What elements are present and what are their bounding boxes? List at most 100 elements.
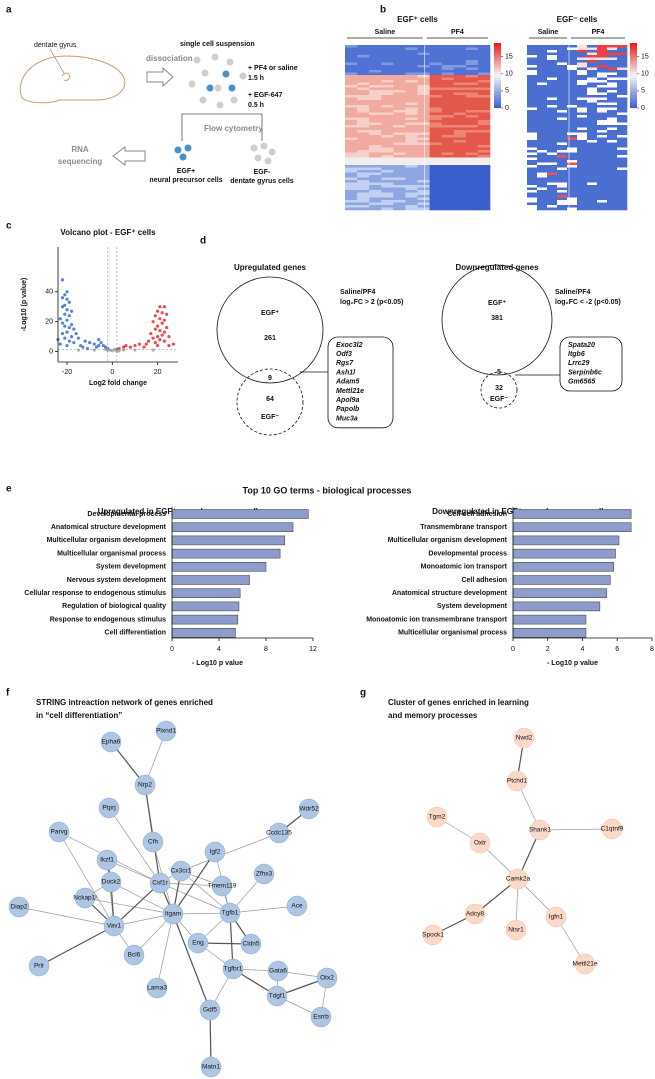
heatmap-cell (465, 95, 479, 98)
heatmap-cell (369, 105, 382, 108)
colorbar-tick-label: 5 (641, 88, 645, 95)
gene: Exoc3l2 (336, 342, 363, 349)
heatmap-cell (417, 112, 430, 116)
heatmap-cell (607, 95, 618, 98)
heatmap-cell (441, 45, 455, 48)
network-node (170, 860, 192, 882)
heatmap-cell (369, 172, 382, 176)
node-label: Igf2 (210, 849, 221, 856)
heatmap-cell (369, 167, 382, 171)
heatmap-cell (381, 160, 394, 163)
heatmap-cell (577, 60, 588, 63)
heatmap-cell (441, 135, 455, 138)
network-node (316, 967, 338, 989)
heatmap-cell (357, 160, 370, 163)
heatmap-cell (527, 97, 538, 101)
heatmap-cell (369, 120, 382, 123)
heatmap-cell (345, 197, 358, 201)
heatmap-cell (429, 107, 442, 111)
heatmap-cell (577, 97, 588, 101)
heatmap-cell (357, 180, 370, 183)
colorbar (630, 43, 637, 108)
heatmap-cell (607, 207, 618, 211)
heatmap-cell (567, 107, 578, 111)
heatmap-cell (441, 192, 455, 196)
heatmap-cell (567, 175, 578, 178)
heatmap-cell (393, 117, 406, 121)
heatmap-cell (441, 60, 455, 63)
heatmap-cell (405, 150, 418, 153)
heatmap-cell (557, 117, 568, 121)
heatmap-cell (441, 170, 455, 173)
heatmap-cell (597, 177, 608, 181)
network-edge (113, 882, 161, 927)
heatmap-cell (441, 202, 455, 206)
bar (512, 562, 615, 572)
heatmap-cell (429, 130, 442, 133)
heatmap-cell (527, 65, 538, 68)
heatmap-cell (577, 137, 588, 141)
heatmap-cell (617, 160, 628, 163)
heatmap-cell (465, 175, 479, 178)
heatmap-cell (567, 130, 578, 133)
heatmap-cell (429, 137, 442, 141)
bar (512, 535, 620, 546)
heatmap-cell (477, 65, 491, 68)
heatmap-cell (345, 90, 358, 93)
heatmap-cell (567, 162, 578, 166)
heatmap-cell (537, 140, 548, 143)
heatmap-cell (417, 207, 430, 211)
heatmap-cell (577, 182, 588, 186)
node-label: Gata6 (269, 968, 287, 975)
heatmap-cell (527, 85, 538, 88)
heatmap-cell (557, 197, 568, 201)
heatmap-cell (393, 182, 406, 186)
heatmap-cell (453, 160, 467, 163)
heatmap-cell (597, 55, 608, 58)
heatmap-cell (587, 160, 598, 163)
heatmap-cell (369, 57, 382, 61)
heatmap-cell (477, 62, 491, 66)
heatmap-cell (393, 135, 406, 138)
heatmap-cell (429, 67, 442, 71)
heatmap-cell (369, 62, 382, 66)
heatmap-cell (587, 175, 598, 178)
heatmap-cell (547, 175, 558, 178)
heatmap-cell (417, 130, 430, 133)
heatmap-cell (557, 62, 568, 66)
heatmap-cell (405, 127, 418, 131)
heatmap-cell (557, 172, 568, 176)
heatmap-cell (547, 140, 558, 143)
heatmap-cell (577, 95, 588, 98)
heatmap-cell (393, 197, 406, 201)
heatmap-cell (393, 67, 406, 71)
point (158, 329, 162, 333)
heatmap-cell (567, 152, 578, 156)
heatmap-cell (405, 162, 418, 166)
heatmap-cell (345, 127, 358, 131)
heatmap-cell (617, 155, 628, 158)
category-label: Response to endogenous stimulus (50, 616, 166, 623)
heatmap-cell (617, 107, 628, 111)
heatmap-cell (597, 95, 608, 98)
heatmap-cell (527, 120, 538, 123)
heatmap-cell (547, 102, 558, 106)
heatmap-cell (381, 142, 394, 146)
heatmap-cell (577, 52, 588, 56)
heatmap-cell (417, 117, 430, 121)
network-edge (110, 881, 174, 915)
heatmap-cell (441, 165, 455, 168)
heatmap-cell (597, 192, 608, 196)
heatmap-cell (417, 102, 430, 106)
y-axis-label: -Log10 (p value) (21, 278, 28, 332)
heatmap-cell (429, 135, 442, 138)
heatmap-cell (381, 202, 394, 206)
network-node (601, 818, 623, 840)
heatmap-cell (345, 92, 358, 96)
heatmap-cell (429, 65, 442, 68)
heatmap-cell (567, 100, 578, 103)
heatmap-cell (441, 172, 455, 176)
heatmap-cell (429, 70, 442, 73)
heatmap-cell (577, 110, 588, 113)
heatmap-cell (567, 150, 578, 153)
